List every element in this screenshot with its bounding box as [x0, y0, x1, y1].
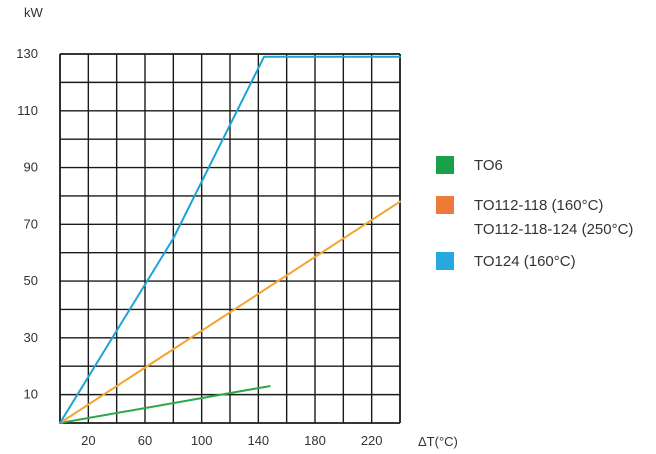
x-axis-label: ΔT(°C)	[418, 434, 458, 449]
y-tick-label: 70	[24, 216, 38, 231]
legend-label-to112-250: TO112-118-124 (250°C)	[474, 221, 634, 238]
legend-label-to112-160: TO112-118 (160°C)	[474, 197, 604, 214]
y-tick-label: 110	[17, 103, 38, 118]
y-tick-label: 50	[24, 273, 38, 288]
legend-label-to6: TO6	[474, 157, 503, 174]
x-tick-label: 180	[304, 433, 326, 448]
x-tick-label: 20	[81, 433, 95, 448]
x-tick-label: 140	[247, 433, 269, 448]
x-tick-label: 220	[361, 433, 383, 448]
grid	[60, 54, 400, 423]
series-line-to112	[59, 200, 401, 424]
legend-swatch-to6	[436, 156, 454, 174]
axes	[59, 53, 401, 424]
series-line-to124	[59, 55, 401, 424]
legend-swatch-to112	[436, 196, 454, 214]
x-tick-label: 100	[191, 433, 213, 448]
x-tick-label: 60	[138, 433, 152, 448]
series-lines	[59, 55, 401, 424]
y-tick-label: 10	[24, 387, 38, 402]
legend-label-to124: TO124 (160°C)	[474, 253, 576, 270]
y-axis-label: kW	[24, 5, 44, 20]
y-tick-label: 90	[24, 160, 38, 175]
y-tick-label: 130	[16, 46, 38, 61]
y-tick-label: 30	[24, 330, 38, 345]
legend-swatch-to124	[436, 252, 454, 270]
series-line-to6	[59, 385, 271, 424]
tick-labels: 20 60 100 140 180 220 10 30 50 70 90 110 130	[16, 46, 382, 448]
